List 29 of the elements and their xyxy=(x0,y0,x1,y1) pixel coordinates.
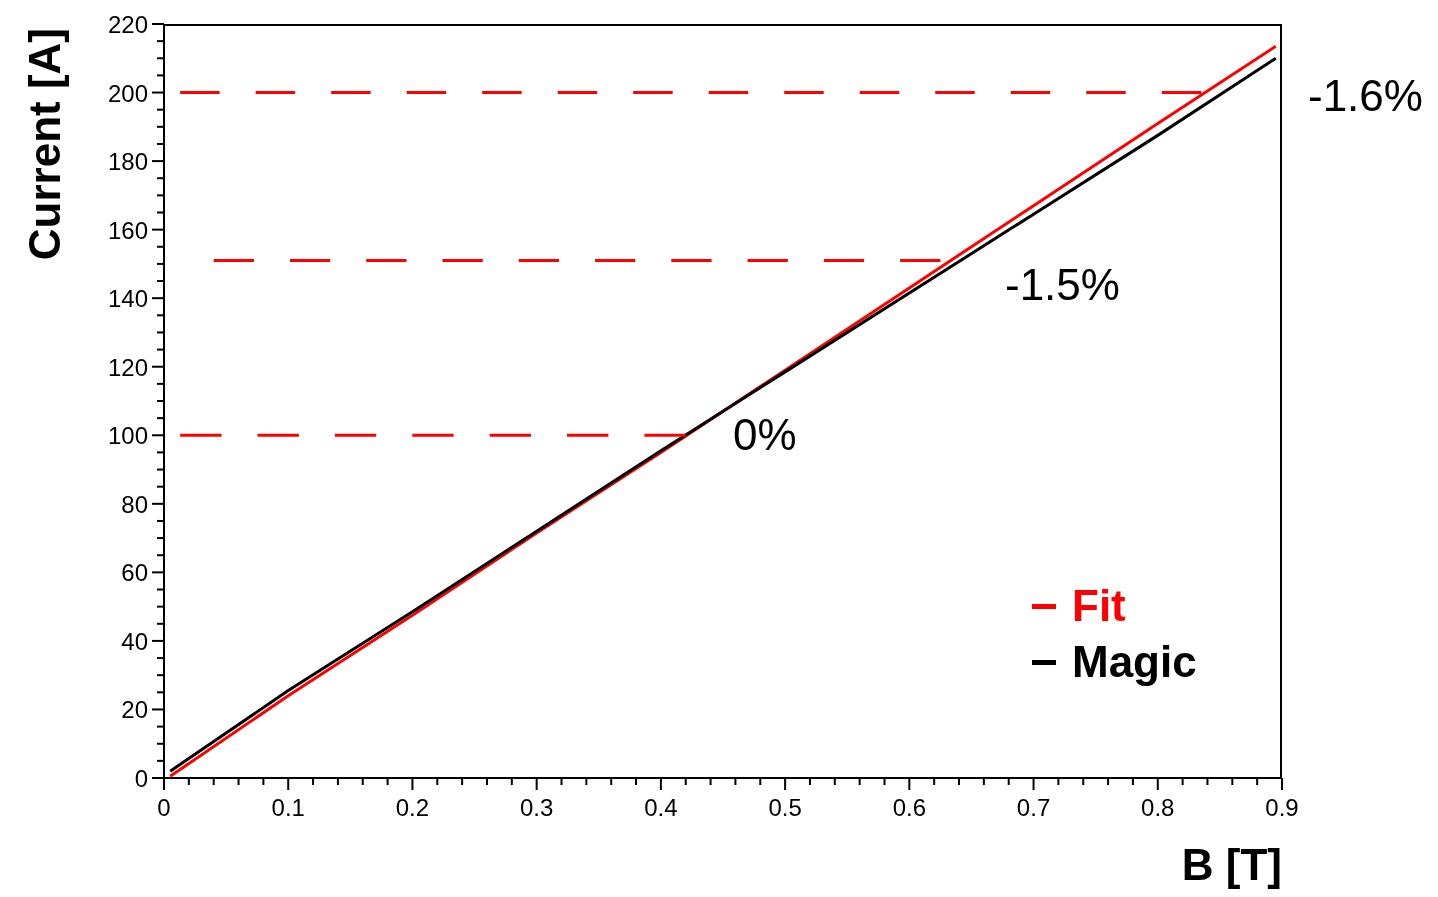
y-tick-label: 140 xyxy=(107,285,148,313)
y-tick-label: 160 xyxy=(107,216,148,244)
y-tick-label: 20 xyxy=(121,696,148,724)
x-tick-label: 0.8 xyxy=(1141,794,1175,821)
y-tick-label: 80 xyxy=(121,490,148,518)
y-tick-label: 200 xyxy=(107,79,148,107)
x-tick-label: 0.5 xyxy=(768,794,802,821)
annotation: -1.5% xyxy=(1005,259,1120,311)
y-tick-label: 0 xyxy=(134,765,148,792)
x-axis-title: B [T] xyxy=(1181,840,1282,890)
legend-label: Fit xyxy=(1072,580,1126,632)
x-tick-label: 0.2 xyxy=(395,794,430,821)
text: -1.6% xyxy=(1308,70,1423,122)
x-tick-label: 0.9 xyxy=(1265,794,1299,821)
x-tick-label: 0.3 xyxy=(519,794,554,821)
x-tick-label: 0.6 xyxy=(892,794,927,821)
y-tick-label: 180 xyxy=(107,148,148,176)
y-tick-label: 220 xyxy=(107,11,148,38)
y-tick-label: 60 xyxy=(121,559,148,587)
legend-label: Magic xyxy=(1072,636,1197,688)
y-tick-label: 120 xyxy=(107,353,148,381)
y-tick-label: 100 xyxy=(107,422,148,450)
x-tick-label: 0 xyxy=(157,794,171,821)
x-tick-label: 0.4 xyxy=(644,794,678,821)
x-tick-label: 0.1 xyxy=(271,794,305,821)
x-tick-label: 0.7 xyxy=(1016,794,1051,821)
y-axis-title: Current [A] xyxy=(20,27,70,261)
annotation: 0% xyxy=(733,409,797,461)
y-tick-label: 40 xyxy=(121,627,148,655)
